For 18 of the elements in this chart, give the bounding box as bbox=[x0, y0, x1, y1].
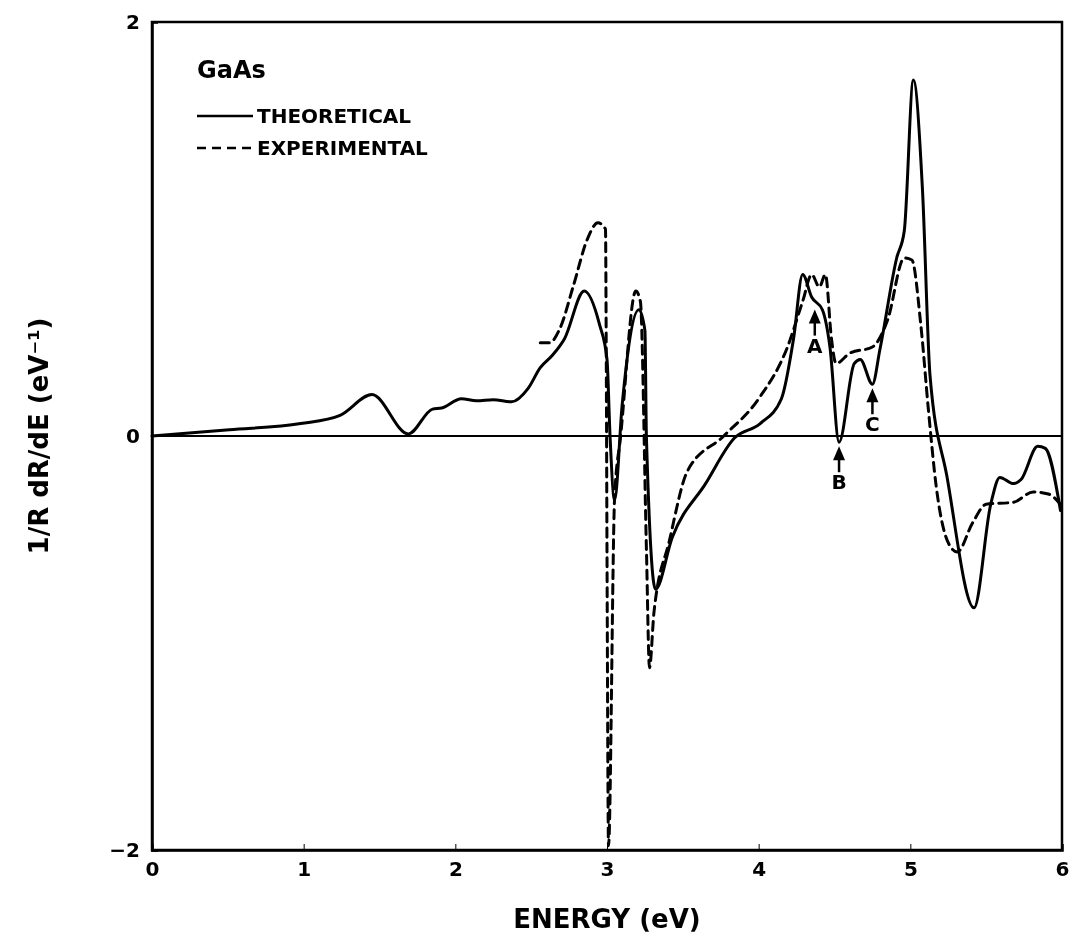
x-tick-label: 3 bbox=[600, 857, 615, 882]
legend-label: EXPERIMENTAL bbox=[257, 136, 429, 160]
x-tick-label: 6 bbox=[1055, 857, 1070, 882]
legend-title: GaAs bbox=[197, 56, 266, 84]
x-axis-title: ENERGY (eV) bbox=[513, 904, 701, 934]
y-axis-title: 1/R dR/dE (eV⁻¹) bbox=[24, 317, 54, 555]
x-tick-label: 2 bbox=[448, 857, 463, 882]
x-tick-label: 4 bbox=[752, 857, 767, 882]
x-tick-label: 1 bbox=[297, 857, 312, 882]
annotation: C bbox=[865, 412, 880, 437]
y-tick-label: −2 bbox=[109, 837, 140, 862]
x-tick-label: 5 bbox=[903, 857, 918, 882]
y-tick-label: 2 bbox=[126, 9, 140, 34]
legend-label: THEORETICAL bbox=[257, 104, 412, 128]
y-tick-label: 0 bbox=[126, 423, 140, 448]
annotation: A bbox=[807, 333, 824, 358]
annotation: B bbox=[831, 470, 847, 495]
x-tick-label: 0 bbox=[145, 857, 160, 882]
